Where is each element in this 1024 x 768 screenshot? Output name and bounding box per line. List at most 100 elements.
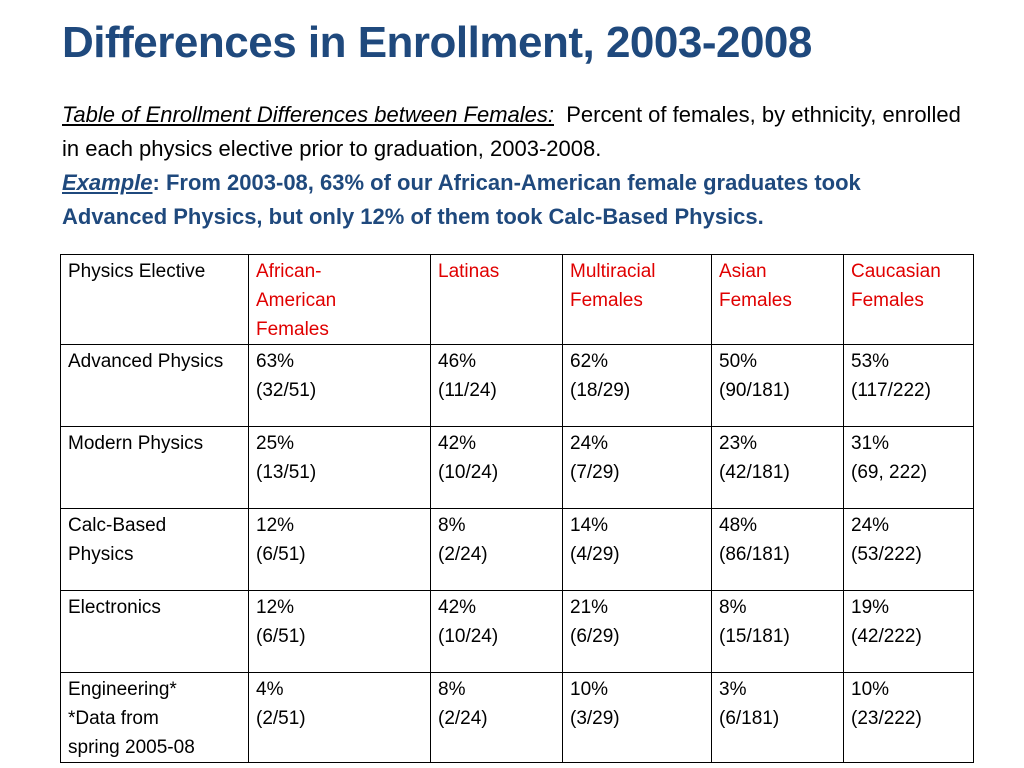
cell-fraction: (11/24) (438, 380, 497, 401)
cell-percent: 10% (851, 679, 890, 700)
cell-fraction: (6/181) (719, 708, 780, 729)
cell-percent: 53% (851, 351, 890, 372)
table-cell: 53% (117/222) (843, 344, 974, 427)
cell-percent: 8% (438, 679, 466, 700)
cell-fraction: (2/24) (438, 708, 488, 729)
table-cell: 8% (15/181) (711, 590, 844, 673)
header-physics-elective: Physics Elective (60, 254, 249, 345)
cell-fraction: (6/51) (256, 544, 306, 565)
cell-fraction: (15/181) (719, 626, 790, 647)
cell-percent: 24% (851, 515, 890, 536)
table-cell: 8% (2/24) (430, 672, 563, 763)
cell-percent: 24% (570, 433, 609, 454)
table-cell: 50% (90/181) (711, 344, 844, 427)
example-text: : From 2003-08, 63% of our African-Ameri… (62, 170, 861, 229)
table-cell: 21% (6/29) (562, 590, 712, 673)
cell-fraction: (10/24) (438, 626, 499, 647)
cell-fraction: (6/51) (256, 626, 306, 647)
cell-percent: 46% (438, 351, 477, 372)
table-description: Percent of females, by ethnicity, enroll… (62, 102, 961, 161)
cell-percent: 23% (719, 433, 758, 454)
table-cell: 10% (23/222) (843, 672, 974, 763)
cell-percent: 42% (438, 597, 477, 618)
cell-fraction: (4/29) (570, 544, 620, 565)
table-cell: 8% (2/24) (430, 508, 563, 591)
cell-fraction: (90/181) (719, 380, 790, 401)
table-cell: 12% (6/51) (248, 508, 431, 591)
cell-fraction: (2/24) (438, 544, 488, 565)
table-cell: 12% (6/51) (248, 590, 431, 673)
table-cell: 48% (86/181) (711, 508, 844, 591)
table-row: Modern Physics 25% (13/51) 42% (10/24) 24%… (60, 426, 974, 509)
cell-percent: 12% (256, 515, 295, 536)
cell-percent: 62% (570, 351, 609, 372)
header-asian: Asian Females (711, 254, 844, 345)
table-row: Advanced Physics 63% (32/51) 46% (11/24) 6… (60, 344, 974, 427)
table-cell: 14% (4/29) (562, 508, 712, 591)
cell-fraction: (42/181) (719, 462, 790, 483)
cell-fraction: (13/51) (256, 462, 317, 483)
table-cell: 24% (53/222) (843, 508, 974, 591)
header-caucasian: Caucasian Females (843, 254, 974, 345)
enrollment-table: Physics Elective African- American Femal… (60, 254, 974, 763)
table-cell: 25% (13/51) (248, 426, 431, 509)
cell-fraction: (6/29) (570, 626, 620, 647)
cell-fraction: (10/24) (438, 462, 499, 483)
cell-percent: 14% (570, 515, 609, 536)
elective-name: Advanced Physics (60, 344, 249, 427)
cell-percent: 21% (570, 597, 609, 618)
cell-percent: 8% (719, 597, 747, 618)
table-row: Engineering* *Data from spring 2005-08 4… (60, 672, 974, 763)
cell-percent: 12% (256, 597, 295, 618)
table-cell: 24% (7/29) (562, 426, 712, 509)
cell-percent: 10% (570, 679, 609, 700)
table-cell: 63% (32/51) (248, 344, 431, 427)
cell-fraction: (2/51) (256, 708, 306, 729)
cell-percent: 3% (719, 679, 747, 700)
cell-fraction: (69, 222) (851, 462, 928, 483)
table-cell: 23% (42/181) (711, 426, 844, 509)
cell-percent: 63% (256, 351, 295, 372)
table-cell: 42% (10/24) (430, 590, 563, 673)
cell-percent: 8% (438, 515, 466, 536)
table-cell: 10% (3/29) (562, 672, 712, 763)
cell-percent: 25% (256, 433, 295, 454)
cell-fraction: (3/29) (570, 708, 620, 729)
table-row: Calc-Based Physics 12% (6/51) 8% (2/24) 14… (60, 508, 974, 591)
cell-percent: 19% (851, 597, 890, 618)
example-note: Example: From 2003-08, 63% of our Africa… (62, 170, 861, 229)
cell-percent: 42% (438, 433, 477, 454)
intro-text: Table of Enrollment Differences between … (62, 98, 962, 234)
cell-fraction: (42/222) (851, 626, 922, 647)
table-cell: 4% (2/51) (248, 672, 431, 763)
cell-percent: 4% (256, 679, 284, 700)
cell-fraction: (53/222) (851, 544, 922, 565)
table-cell: 42% (10/24) (430, 426, 563, 509)
header-african-american: African- American Females (248, 254, 431, 345)
elective-name: Calc-Based Physics (60, 508, 249, 591)
cell-percent: 48% (719, 515, 758, 536)
table-cell: 62% (18/29) (562, 344, 712, 427)
cell-fraction: (117/222) (851, 380, 931, 401)
table-cell: 31% (69, 222) (843, 426, 974, 509)
cell-fraction: (32/51) (256, 380, 317, 401)
page-title: Differences in Enrollment, 2003-2008 (62, 18, 812, 67)
table-cell: 46% (11/24) (430, 344, 563, 427)
cell-fraction: (86/181) (719, 544, 790, 565)
table-row: Electronics 12% (6/51) 42% (10/24) 21% (6/2… (60, 590, 974, 673)
header-multiracial: Multiracial Females (562, 254, 712, 345)
header-latinas: Latinas (430, 254, 563, 345)
example-label: Example (62, 170, 153, 195)
cell-fraction: (23/222) (851, 708, 922, 729)
elective-name: Electronics (60, 590, 249, 673)
table-header-row: Physics Elective African- American Femal… (60, 254, 974, 345)
cell-percent: 50% (719, 351, 758, 372)
elective-name: Engineering* *Data from spring 2005-08 (60, 672, 249, 763)
cell-fraction: (18/29) (570, 380, 631, 401)
table-cell: 3% (6/181) (711, 672, 844, 763)
cell-fraction: (7/29) (570, 462, 620, 483)
table-cell: 19% (42/222) (843, 590, 974, 673)
table-caption: Table of Enrollment Differences between … (62, 102, 554, 127)
elective-name: Modern Physics (60, 426, 249, 509)
cell-percent: 31% (851, 433, 890, 454)
